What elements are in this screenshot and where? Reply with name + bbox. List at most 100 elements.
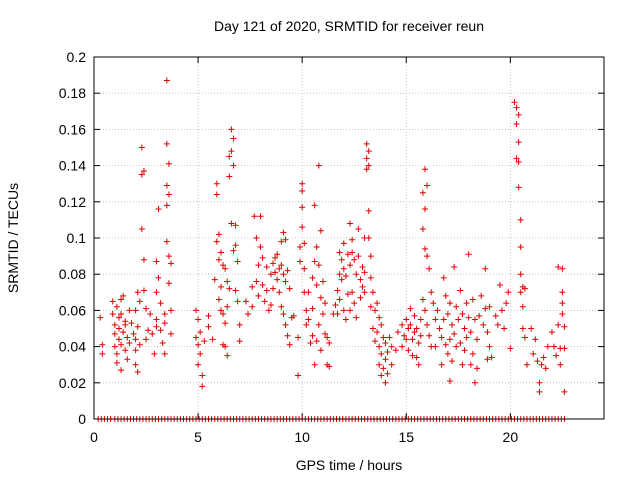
data-point <box>469 350 476 357</box>
x-tick-label: 10 <box>294 429 310 445</box>
data-point <box>551 343 558 350</box>
data-point <box>286 285 293 292</box>
data-point <box>376 361 383 368</box>
data-point <box>332 301 339 308</box>
data-point <box>143 305 150 312</box>
data-point <box>478 292 485 299</box>
data-point <box>421 245 428 252</box>
data-point <box>201 338 208 345</box>
data-point <box>118 296 125 303</box>
data-point <box>359 263 366 270</box>
data-point <box>236 338 243 345</box>
data-point <box>344 291 351 298</box>
data-point <box>161 311 168 318</box>
data-point <box>411 312 418 319</box>
data-point <box>361 289 368 296</box>
data-point <box>317 227 324 234</box>
data-point <box>303 321 310 328</box>
data-point <box>338 276 345 283</box>
data-point <box>336 271 343 278</box>
data-point <box>349 249 356 256</box>
data-point <box>217 307 224 314</box>
data-point <box>230 162 237 169</box>
data-point <box>534 358 541 365</box>
data-point <box>217 249 224 256</box>
data-point <box>278 303 285 310</box>
data-point <box>367 303 374 310</box>
y-tick-label: 0.16 <box>59 121 86 137</box>
data-point <box>419 225 426 232</box>
data-point <box>259 282 266 289</box>
data-point <box>349 289 356 296</box>
data-point <box>236 321 243 328</box>
data-point <box>115 336 122 343</box>
data-point <box>486 343 493 350</box>
chart-title: Day 121 of 2020, SRMTID for receiver reu… <box>214 18 484 34</box>
data-point <box>230 247 237 254</box>
data-point <box>517 289 524 296</box>
data-point <box>347 220 354 227</box>
data-point <box>482 305 489 312</box>
data-point <box>319 278 326 285</box>
data-point <box>195 316 202 323</box>
data-point <box>519 325 526 332</box>
data-point <box>513 120 520 127</box>
data-point <box>419 189 426 196</box>
data-point <box>515 184 522 191</box>
data-point <box>399 321 406 328</box>
data-point <box>536 388 543 395</box>
data-point <box>421 206 428 213</box>
data-point <box>163 77 170 84</box>
grid-lines <box>94 57 604 419</box>
data-point <box>424 253 431 260</box>
data-point <box>438 361 445 368</box>
data-point <box>555 263 562 270</box>
data-point <box>317 347 324 354</box>
data-point <box>415 339 422 346</box>
data-point <box>157 327 164 334</box>
data-point <box>369 289 376 296</box>
data-point <box>523 361 530 368</box>
data-point <box>336 296 343 303</box>
data-point <box>557 361 564 368</box>
data-point <box>232 222 239 229</box>
data-point <box>376 343 383 350</box>
data-point <box>274 251 281 258</box>
data-point <box>424 321 431 328</box>
data-point <box>378 350 385 357</box>
data-point <box>388 343 395 350</box>
data-point <box>465 314 472 321</box>
data-point <box>399 343 406 350</box>
data-point <box>436 325 443 332</box>
data-point <box>313 282 320 289</box>
data-point <box>340 240 347 247</box>
data-point <box>380 365 387 372</box>
data-point <box>415 361 422 368</box>
data-point <box>409 336 416 343</box>
data-point <box>469 296 476 303</box>
y-tick-label: 0.02 <box>59 375 86 391</box>
data-point <box>278 262 285 269</box>
data-point <box>255 262 262 269</box>
data-point <box>521 285 528 292</box>
data-point <box>471 379 478 386</box>
data-point <box>409 352 416 359</box>
data-point <box>159 339 166 346</box>
data-point <box>280 311 287 318</box>
data-point <box>222 343 229 350</box>
data-point <box>488 354 495 361</box>
data-point <box>126 339 133 346</box>
data-point <box>442 341 449 348</box>
y-tick-label: 0.12 <box>59 194 86 210</box>
data-point <box>215 231 222 238</box>
data-point <box>280 229 287 236</box>
data-point <box>140 168 147 175</box>
data-point <box>290 312 297 319</box>
data-point <box>97 314 104 321</box>
data-point <box>451 330 458 337</box>
data-point <box>413 325 420 332</box>
data-point <box>255 292 262 299</box>
data-point <box>111 321 118 328</box>
data-point <box>515 111 522 118</box>
